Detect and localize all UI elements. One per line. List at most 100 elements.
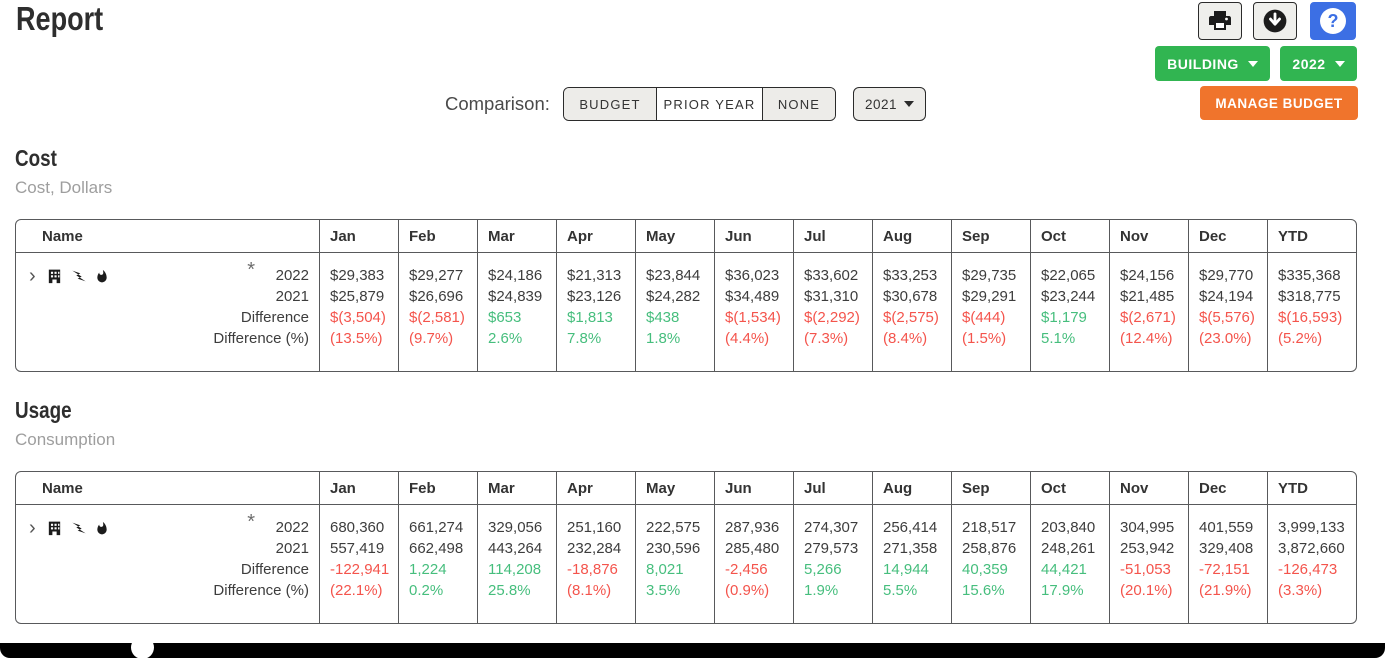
report-table: Name Jan Feb Mar Apr May Jun Jul Aug Sep Oct Nov Dec… bbox=[15, 471, 1357, 624]
video-timeline-bar[interactable] bbox=[0, 643, 1385, 658]
value-current-year: 680,360 bbox=[330, 519, 385, 536]
year-dropdown-button[interactable]: 2022 bbox=[1280, 46, 1357, 81]
value-current-year: $23,844 bbox=[646, 267, 701, 284]
value-difference: -51,053 bbox=[1120, 561, 1171, 578]
comparison-toggle-group: BUDGET PRIOR YEAR NONE bbox=[563, 87, 836, 121]
chevron-right-icon[interactable]: › bbox=[29, 265, 36, 287]
value-prior-year: $23,244 bbox=[1041, 288, 1096, 305]
value-current-year: $29,770 bbox=[1199, 267, 1254, 284]
value-difference: $1,813 bbox=[567, 309, 613, 326]
table-header-row: Name Jan Feb Mar Apr May Jun Jul Aug Sep Oct Nov Dec… bbox=[16, 220, 1356, 253]
metric-cell-ytd: 3,999,133 3,872,660 -126,473 (3.3%) bbox=[1267, 505, 1356, 623]
metric-cell-nov: $24,156 $21,485 $(2,671) (12.4%) bbox=[1109, 253, 1188, 371]
value-difference: $(2,581) bbox=[409, 309, 465, 326]
metric-cell-mar: $24,186 $24,839 $653 2.6% bbox=[477, 253, 556, 371]
value-difference-pct: 1.9% bbox=[804, 582, 839, 599]
metric-cell-feb: 661,274 662,498 1,224 0.2% bbox=[398, 505, 477, 623]
table-row: › * 2022 2021 Difference Difference (%) $29,38… bbox=[16, 253, 1356, 371]
value-current-year: 218,517 bbox=[962, 519, 1017, 536]
value-difference-pct: 5.1% bbox=[1041, 330, 1076, 347]
section-usage: Usage Consumption Name Jan Feb Mar Apr May Jun Ju… bbox=[15, 397, 1357, 624]
value-difference: $(5,576) bbox=[1199, 309, 1255, 326]
value-difference-pct: (4.4%) bbox=[725, 330, 770, 347]
column-header: Jan bbox=[319, 472, 398, 505]
value-prior-year: 258,876 bbox=[962, 540, 1017, 557]
value-current-year: $21,313 bbox=[567, 267, 622, 284]
value-current-year: $36,023 bbox=[725, 267, 780, 284]
value-difference: 1,224 bbox=[409, 561, 447, 578]
value-prior-year: $34,489 bbox=[725, 288, 780, 305]
value-difference: 14,944 bbox=[883, 561, 929, 578]
value-difference-pct: 17.9% bbox=[1041, 582, 1084, 599]
value-difference-pct: (20.1%) bbox=[1120, 582, 1173, 599]
download-button[interactable] bbox=[1253, 2, 1297, 40]
manage-budget-button[interactable]: MANAGE BUDGET bbox=[1200, 86, 1358, 120]
building-dropdown-button[interactable]: BUILDING bbox=[1155, 46, 1270, 81]
meter-icons: › bbox=[29, 517, 311, 539]
value-prior-year: $24,839 bbox=[488, 288, 543, 305]
metric-cell-feb: $29,277 $26,696 $(2,581) (9.7%) bbox=[398, 253, 477, 371]
download-icon bbox=[1262, 8, 1288, 34]
meter-icons: › bbox=[29, 265, 311, 287]
value-difference: $438 bbox=[646, 309, 680, 326]
section-title-text: Cost bbox=[15, 145, 57, 171]
column-header: Apr bbox=[556, 472, 635, 505]
value-prior-year: 557,419 bbox=[330, 540, 385, 557]
column-header: Dec bbox=[1188, 220, 1267, 253]
chevron-down-icon bbox=[904, 101, 915, 107]
value-prior-year: 662,498 bbox=[409, 540, 464, 557]
column-header: Nov bbox=[1109, 220, 1188, 253]
value-prior-year: $318,775 bbox=[1278, 288, 1341, 305]
column-header: Aug bbox=[872, 472, 951, 505]
row-label-2: Difference bbox=[240, 309, 309, 326]
comparison-option-none[interactable]: NONE bbox=[762, 88, 835, 120]
chevron-right-icon[interactable]: › bbox=[29, 517, 36, 539]
row-labels: 2022 2021 Difference Difference (%) bbox=[213, 517, 309, 601]
column-header: Mar bbox=[477, 220, 556, 253]
value-difference: $(2,292) bbox=[804, 309, 860, 326]
metric-cell-may: $23,844 $24,282 $438 1.8% bbox=[635, 253, 714, 371]
metric-cell-dec: $29,770 $24,194 $(5,576) (23.0%) bbox=[1188, 253, 1267, 371]
value-difference: 40,359 bbox=[962, 561, 1008, 578]
value-current-year: 661,274 bbox=[409, 519, 464, 536]
value-current-year: 3,999,133 bbox=[1278, 519, 1345, 536]
value-current-year: $24,186 bbox=[488, 267, 543, 284]
column-header: Mar bbox=[477, 472, 556, 505]
metric-cell-sep: 218,517 258,876 40,359 15.6% bbox=[951, 505, 1030, 623]
chevron-down-icon bbox=[1247, 60, 1258, 67]
electric-icon bbox=[70, 268, 88, 284]
electric-icon bbox=[70, 520, 88, 536]
column-header: Feb bbox=[398, 472, 477, 505]
value-prior-year: 271,358 bbox=[883, 540, 938, 557]
row-label-1: 2021 bbox=[275, 288, 309, 305]
metric-cell-ytd: $335,368 $318,775 $(16,593) (5.2%) bbox=[1267, 253, 1356, 371]
column-header: Aug bbox=[872, 220, 951, 253]
column-header: Feb bbox=[398, 220, 477, 253]
column-header: Jun bbox=[714, 220, 793, 253]
value-prior-year: 285,480 bbox=[725, 540, 780, 557]
value-current-year: 401,559 bbox=[1199, 519, 1254, 536]
comparison-option-budget[interactable]: BUDGET bbox=[564, 88, 656, 120]
value-prior-year: 230,596 bbox=[646, 540, 701, 557]
column-header: Apr bbox=[556, 220, 635, 253]
timeline-playhead[interactable] bbox=[131, 636, 154, 659]
column-header: Jul bbox=[793, 472, 872, 505]
help-button[interactable]: ? bbox=[1310, 2, 1356, 40]
name-cell: › * 2022 2021 Difference Difference (%) bbox=[16, 505, 319, 623]
value-difference: 44,421 bbox=[1041, 561, 1087, 578]
row-label-0: 2022 bbox=[275, 519, 309, 536]
value-difference: $653 bbox=[488, 309, 522, 326]
column-header: Sep bbox=[951, 220, 1030, 253]
metric-cell-oct: 203,840 248,261 44,421 17.9% bbox=[1030, 505, 1109, 623]
name-cell: › * 2022 2021 Difference Difference (%) bbox=[16, 253, 319, 371]
value-prior-year: $26,696 bbox=[409, 288, 464, 305]
value-difference: $(444) bbox=[962, 309, 1006, 326]
value-current-year: $22,065 bbox=[1041, 267, 1096, 284]
column-header: Jan bbox=[319, 220, 398, 253]
print-button[interactable] bbox=[1198, 2, 1242, 40]
value-difference-pct: (23.0%) bbox=[1199, 330, 1252, 347]
column-header: Nov bbox=[1109, 472, 1188, 505]
value-difference-pct: 25.8% bbox=[488, 582, 531, 599]
comparison-option-prior-year[interactable]: PRIOR YEAR bbox=[656, 88, 762, 120]
comparison-year-dropdown[interactable]: 2021 bbox=[853, 87, 926, 121]
